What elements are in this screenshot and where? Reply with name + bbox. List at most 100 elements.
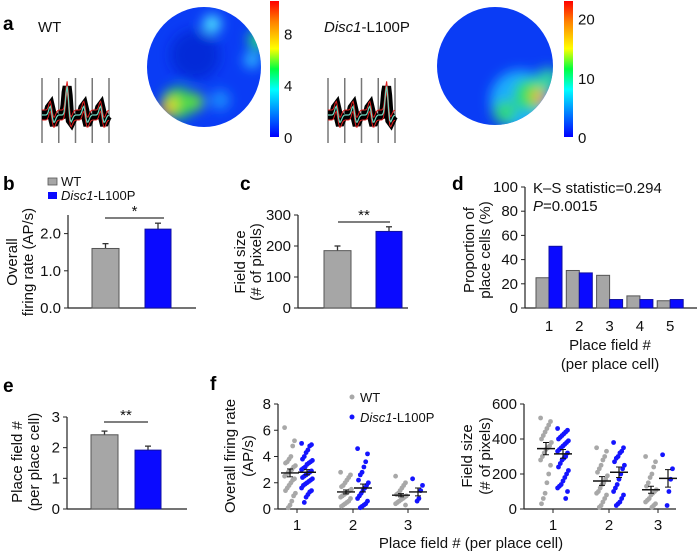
data-point-mut xyxy=(613,503,619,508)
data-point-wt xyxy=(595,469,600,475)
p-value: P=0.0015 xyxy=(533,198,598,215)
data-point-mut xyxy=(611,489,616,494)
waveform-mean xyxy=(41,104,60,123)
y-tick-label: 0 xyxy=(509,501,517,518)
bar-mut xyxy=(375,230,403,309)
waveform-lower xyxy=(92,110,110,128)
heatmap-hotspot xyxy=(186,93,204,111)
y-tick-label: 1 xyxy=(52,470,60,487)
field-size-scatter: 0 200 400 600 1 2 3 xyxy=(492,396,677,534)
legend-dot-mut xyxy=(349,414,355,420)
place-field-distribution-chart: 0 20 40 60 80 100 1 2 3 4 5 xyxy=(493,179,697,335)
legend-label-mut: Disc1-L100P xyxy=(61,188,135,203)
wt-place-field-heatmap xyxy=(147,7,261,127)
field-size-bar-chart: 0 100 200 300 ** xyxy=(266,207,408,317)
waveform-mean xyxy=(75,104,93,123)
waveform-upper xyxy=(344,100,362,118)
data-point-mut xyxy=(356,477,361,483)
y-tick-label: 8 xyxy=(263,396,271,413)
x-tick-label: 1 xyxy=(545,318,553,335)
data-point-wt xyxy=(542,490,548,496)
heatmap-hotspot xyxy=(165,97,179,111)
f2-ylabel-2: (# of pixels) xyxy=(477,417,494,495)
significance-marker: ** xyxy=(358,207,370,224)
wt-title: WT xyxy=(38,19,61,36)
data-point-wt xyxy=(653,459,658,465)
data-point-wt xyxy=(647,475,653,480)
x-tick-label: 3 xyxy=(605,318,613,335)
data-point-mut xyxy=(361,464,367,470)
panel-label-e: e xyxy=(3,376,14,397)
data-point-mut xyxy=(616,476,622,482)
significance-marker: * xyxy=(132,203,138,220)
firing-rate-scatter: 0 2 4 6 8 1 2 3 xyxy=(263,396,429,534)
waveform-upper xyxy=(92,100,110,118)
data-point-wt xyxy=(596,504,602,510)
data-point-mut xyxy=(299,485,304,491)
data-point-wt xyxy=(292,438,297,444)
data-point-mut xyxy=(556,436,561,442)
panel-label-b: b xyxy=(3,174,15,195)
data-point-mut xyxy=(303,494,309,500)
data-point-mut xyxy=(355,496,360,501)
data-point-mut xyxy=(355,446,360,452)
x-tick-label: 1 xyxy=(293,517,301,534)
y-tick-label: 0 xyxy=(510,300,518,317)
waveform-lower xyxy=(327,110,345,128)
x-tick-label: 3 xyxy=(654,517,662,534)
bar-wt xyxy=(323,250,352,309)
y-tick-label: 4 xyxy=(263,449,271,466)
data-point-mut xyxy=(555,485,560,491)
significance-marker: ** xyxy=(120,407,132,424)
data-point-mut xyxy=(612,459,617,465)
x-tick-label: 3 xyxy=(404,517,412,534)
d-ylabel-2: place cells (%) xyxy=(477,201,494,299)
data-point-wt xyxy=(338,494,343,500)
f-legend-label-wt: WT xyxy=(360,390,380,405)
data-point-mut xyxy=(611,440,616,445)
data-point-wt xyxy=(338,469,343,475)
waveform-upper xyxy=(327,100,345,118)
b-ylabel-1: Overall xyxy=(4,238,21,286)
y-tick-label: 0 xyxy=(52,501,60,518)
data-point-mut xyxy=(563,496,569,501)
bar-wt xyxy=(565,269,580,309)
waveform-lower xyxy=(75,110,93,128)
f1-ylabel-1: Overall firing rate xyxy=(222,399,239,513)
waveform-lower xyxy=(361,110,379,128)
data-point-mut xyxy=(357,505,363,511)
legend-swatch-wt xyxy=(47,177,58,186)
bar-wt xyxy=(535,277,550,309)
firing-rate-bar-chart: 0.0 1.0 2.0 * xyxy=(40,203,196,317)
y-tick-label: 2 xyxy=(263,475,271,492)
bar-mut xyxy=(639,299,654,309)
bar-mut xyxy=(548,245,563,309)
waveform-mean xyxy=(378,86,396,123)
waveform-upper xyxy=(378,81,396,118)
data-point-wt xyxy=(291,493,296,499)
data-point-wt xyxy=(604,448,609,454)
y-tick-label: 80 xyxy=(501,203,518,220)
y-tick-label: 2 xyxy=(52,440,60,457)
panel-label-c: c xyxy=(240,174,251,195)
e-ylabel-2: (per place cell) xyxy=(26,413,43,511)
data-point-wt xyxy=(289,498,295,504)
y-tick-label: 200 xyxy=(492,466,517,483)
data-point-wt xyxy=(600,457,606,463)
data-point-mut xyxy=(420,482,425,488)
data-point-mut xyxy=(668,476,674,482)
mut-colorbar xyxy=(564,1,573,137)
e-ylabel-1: Place field # xyxy=(9,420,26,502)
data-point-mut xyxy=(555,426,560,431)
bar-mut xyxy=(578,272,593,309)
data-point-mut xyxy=(660,452,665,458)
x-tick-label: 2 xyxy=(575,318,583,335)
heatmap-hotspots xyxy=(490,68,553,125)
data-point-wt xyxy=(651,464,657,470)
y-tick-label: 0 xyxy=(263,501,271,518)
heatmap-hotspot xyxy=(248,30,261,50)
y-tick-label: 100 xyxy=(266,269,291,286)
waveform-upper xyxy=(41,100,59,118)
mut-colorbar-ticks: 0 10 20 xyxy=(578,12,595,147)
data-point-wt xyxy=(283,460,288,466)
